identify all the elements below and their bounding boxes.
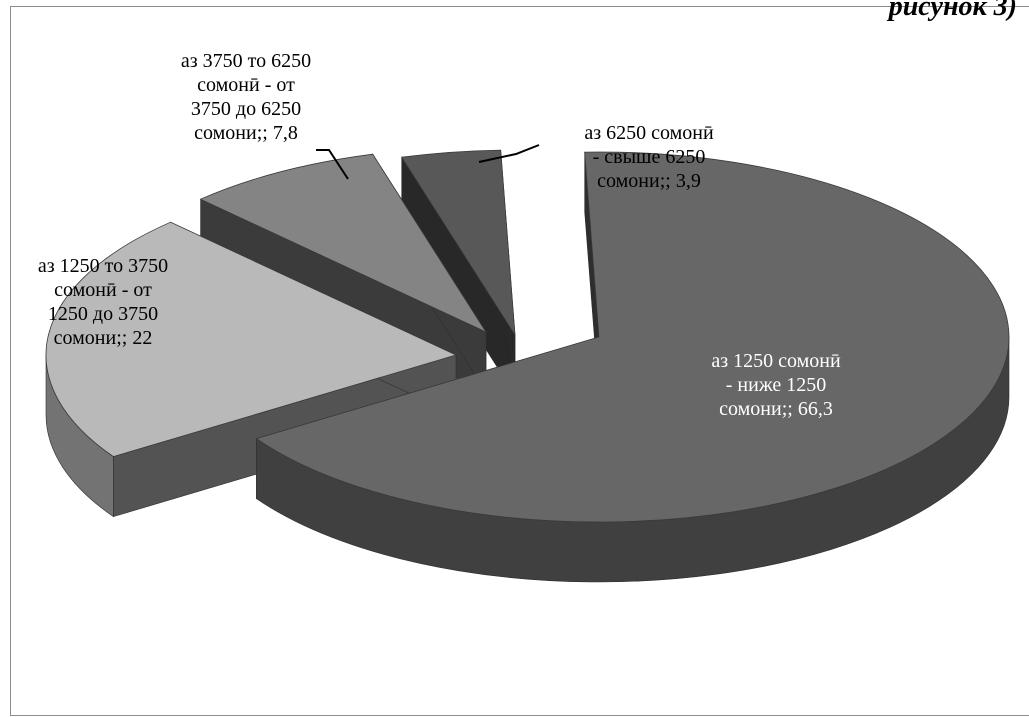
slice-label-1-line-1: аз 1250 сомонӣ	[711, 350, 841, 372]
slice-label-4: аз 6250 сомонӣ - свыше 6250 сомони;; 3,9	[584, 122, 714, 192]
slice-label-4-line-1: аз 6250 сомонӣ	[584, 122, 714, 144]
chart-frame: рисунок 3) аз 1250 сомонӣ - ниже 1250 сомо…	[10, 6, 1029, 716]
slice-label-2-line-1: аз 1250 то 3750	[38, 255, 168, 277]
slice-label-3: аз 3750 то 6250 сомонӣ - от 3750 до 6250 со…	[181, 50, 311, 144]
slice-label-2-line-4: сомони;; 22	[54, 327, 153, 349]
slice-label-3-line-2: сомонӣ - от	[197, 74, 295, 96]
slice-label-2-line-2: сомонӣ - от	[54, 279, 152, 301]
pie-chart: аз 1250 сомонӣ - ниже 1250 сомони;; 66,3аз…	[11, 7, 1029, 717]
slice-label-1-line-3: сомони;; 66,3	[719, 398, 833, 420]
slice-label-3-line-3: 3750 до 6250	[191, 98, 301, 120]
slice-label-3-line-1: аз 3750 то 6250	[181, 50, 311, 72]
slice-label-4-line-3: сомони;; 3,9	[597, 170, 701, 192]
slice-label-1-line-2: - ниже 1250	[726, 374, 827, 396]
slice-label-3-line-4: сомони;; 7,8	[194, 122, 298, 144]
slice-label-4-line-2: - свыше 6250	[593, 146, 706, 168]
slice-label-2-line-3: 1250 до 3750	[48, 303, 158, 325]
slice-label-1: аз 1250 сомонӣ - ниже 1250 сомони;; 66,3	[711, 350, 841, 420]
